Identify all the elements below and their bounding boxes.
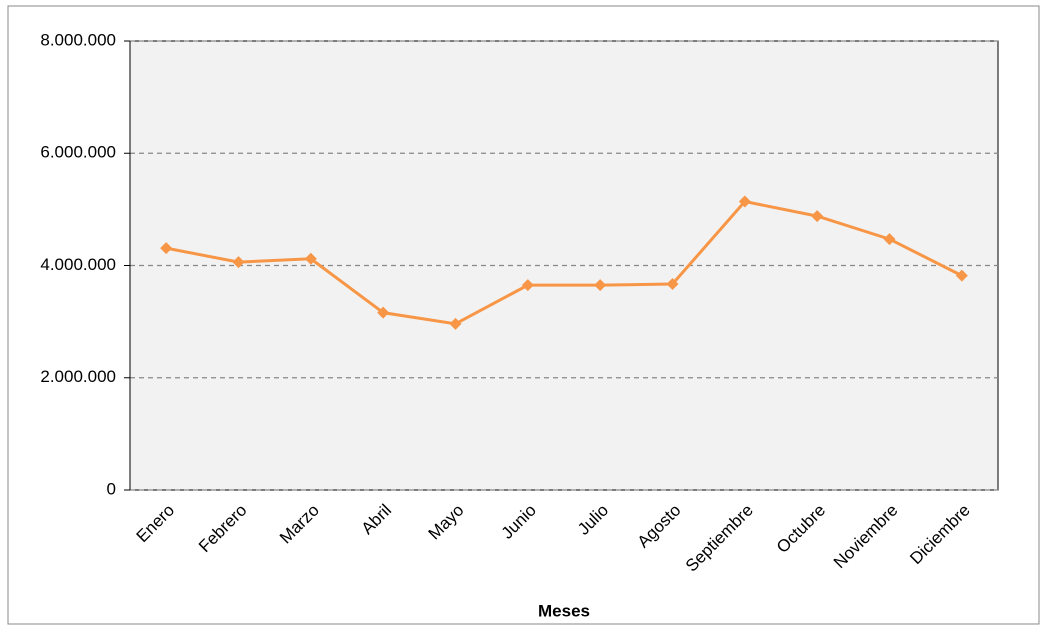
marker	[160, 242, 173, 255]
x-axis-title: Meses	[538, 601, 590, 620]
marker	[811, 210, 824, 223]
marker	[738, 195, 751, 208]
y-tick-label: 2.000.000	[40, 367, 116, 386]
marker	[883, 233, 896, 246]
marker	[521, 279, 534, 292]
y-tick-label: 4.000.000	[40, 255, 116, 274]
marker	[666, 278, 679, 291]
marker	[449, 317, 462, 330]
marker	[955, 269, 968, 282]
marker	[304, 252, 317, 265]
y-tick-label: 8.000.000	[40, 30, 116, 49]
line	[165, 199, 963, 326]
y-tick-label: 6.000.000	[40, 143, 116, 162]
marker	[232, 256, 245, 269]
marker	[594, 279, 607, 292]
y-tick-label: 0	[107, 479, 116, 498]
marker	[377, 306, 390, 319]
